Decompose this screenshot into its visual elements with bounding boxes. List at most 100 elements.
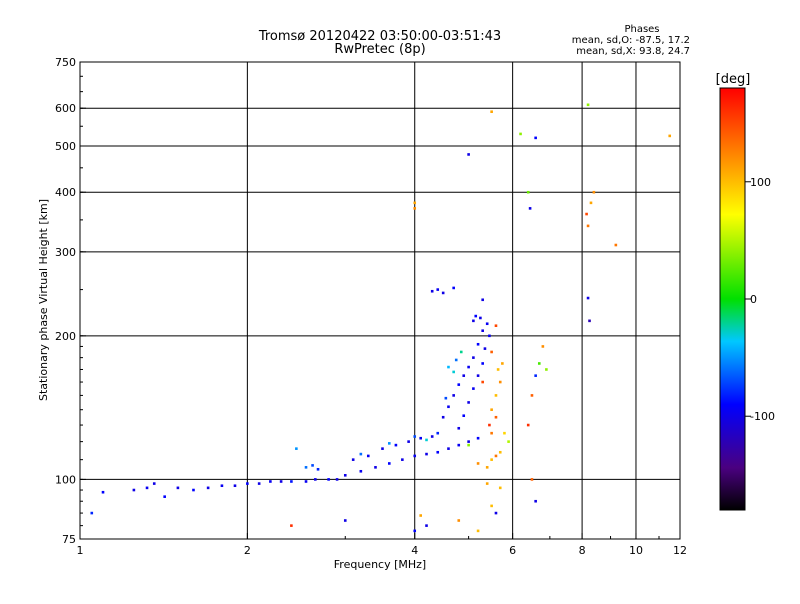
- colorbar-tick-label: 100: [750, 176, 771, 189]
- data-point: [374, 466, 377, 469]
- data-point: [485, 482, 489, 485]
- colorbar-tick-label: 0: [750, 293, 757, 306]
- data-point: [436, 431, 440, 435]
- data-point: [519, 132, 522, 136]
- x-tick-label: 8: [579, 544, 586, 557]
- data-point: [381, 447, 384, 450]
- data-point: [528, 207, 532, 210]
- data-point: [472, 319, 475, 323]
- data-point: [462, 414, 466, 418]
- plot-frame: [79, 61, 681, 540]
- data-point: [481, 380, 484, 384]
- data-point: [467, 153, 470, 156]
- y-tick-label: 500: [55, 140, 76, 153]
- data-point: [490, 431, 493, 435]
- data-point: [526, 190, 530, 194]
- x-tick-label: 2: [244, 544, 251, 557]
- data-point: [530, 394, 534, 397]
- data-point: [457, 519, 461, 522]
- data-point: [145, 486, 149, 490]
- x-tick-label: 1: [77, 544, 84, 557]
- stats-heading: Phases: [624, 24, 659, 35]
- data-point: [394, 443, 398, 447]
- data-point: [436, 450, 440, 454]
- data-point: [526, 423, 530, 427]
- data-point: [494, 415, 498, 419]
- data-point: [206, 486, 210, 490]
- data-point: [585, 212, 588, 216]
- data-point: [430, 435, 434, 438]
- data-point: [541, 345, 545, 348]
- data-point: [290, 480, 293, 483]
- data-point: [668, 134, 672, 138]
- data-point: [447, 365, 450, 369]
- data-point: [425, 524, 428, 527]
- colorbar-tick-label: -100: [750, 410, 775, 423]
- data-point: [534, 136, 537, 140]
- data-point: [474, 314, 478, 318]
- data-point: [454, 358, 458, 362]
- data-point: [444, 396, 448, 400]
- data-point: [481, 329, 484, 332]
- data-point: [490, 110, 493, 114]
- data-point: [343, 474, 347, 477]
- x-tick-label: 4: [411, 544, 418, 557]
- data-point: [457, 426, 461, 430]
- data-point: [498, 450, 502, 454]
- data-point: [413, 454, 417, 458]
- data-point: [441, 291, 445, 295]
- data-point: [425, 452, 428, 456]
- data-point: [407, 440, 410, 443]
- data-point: [335, 478, 339, 481]
- data-point: [430, 289, 434, 293]
- y-tick-label: 300: [55, 246, 76, 259]
- y-tick-label: 75: [62, 533, 76, 546]
- data-point: [467, 365, 470, 369]
- data-point: [490, 504, 493, 508]
- data-point: [233, 484, 237, 488]
- data-point: [586, 296, 590, 300]
- data-point: [481, 298, 484, 302]
- data-point: [490, 350, 493, 354]
- x-axis-ticks: 1 2 4 6 8 10 12: [77, 533, 687, 557]
- data-point: [192, 488, 195, 492]
- data-point: [90, 511, 94, 515]
- data-point: [343, 519, 347, 522]
- data-point: [132, 488, 136, 492]
- data-point: [359, 452, 363, 456]
- data-point: [494, 394, 498, 397]
- data-point: [485, 322, 489, 326]
- data-point: [467, 401, 470, 404]
- data-point: [534, 374, 537, 377]
- data-point: [501, 362, 504, 365]
- data-point: [246, 482, 249, 485]
- data-points: [90, 103, 672, 533]
- data-point: [290, 524, 293, 527]
- data-point: [459, 350, 463, 354]
- data-point: [472, 387, 475, 390]
- chart-subtitle: RwPretec (8p): [334, 42, 425, 57]
- grid-lines: [80, 62, 680, 539]
- data-point: [545, 368, 548, 371]
- data-point: [366, 454, 370, 458]
- data-point: [413, 207, 417, 210]
- data-point: [494, 324, 498, 328]
- colorbar: [719, 87, 746, 511]
- data-point: [452, 370, 455, 374]
- data-point: [494, 454, 498, 458]
- x-tick-label: 6: [509, 544, 516, 557]
- y-axis-label: Stationary phase Virtual Height [km]: [37, 199, 50, 401]
- data-point: [494, 511, 498, 515]
- data-point: [101, 490, 105, 494]
- data-point: [413, 201, 417, 205]
- data-point: [537, 362, 541, 365]
- data-point: [351, 458, 355, 461]
- data-point: [314, 478, 317, 481]
- data-point: [304, 466, 308, 469]
- data-point: [311, 464, 314, 467]
- data-point: [387, 462, 391, 465]
- y-tick-label: 400: [55, 186, 76, 199]
- y-tick-label: 750: [55, 56, 76, 69]
